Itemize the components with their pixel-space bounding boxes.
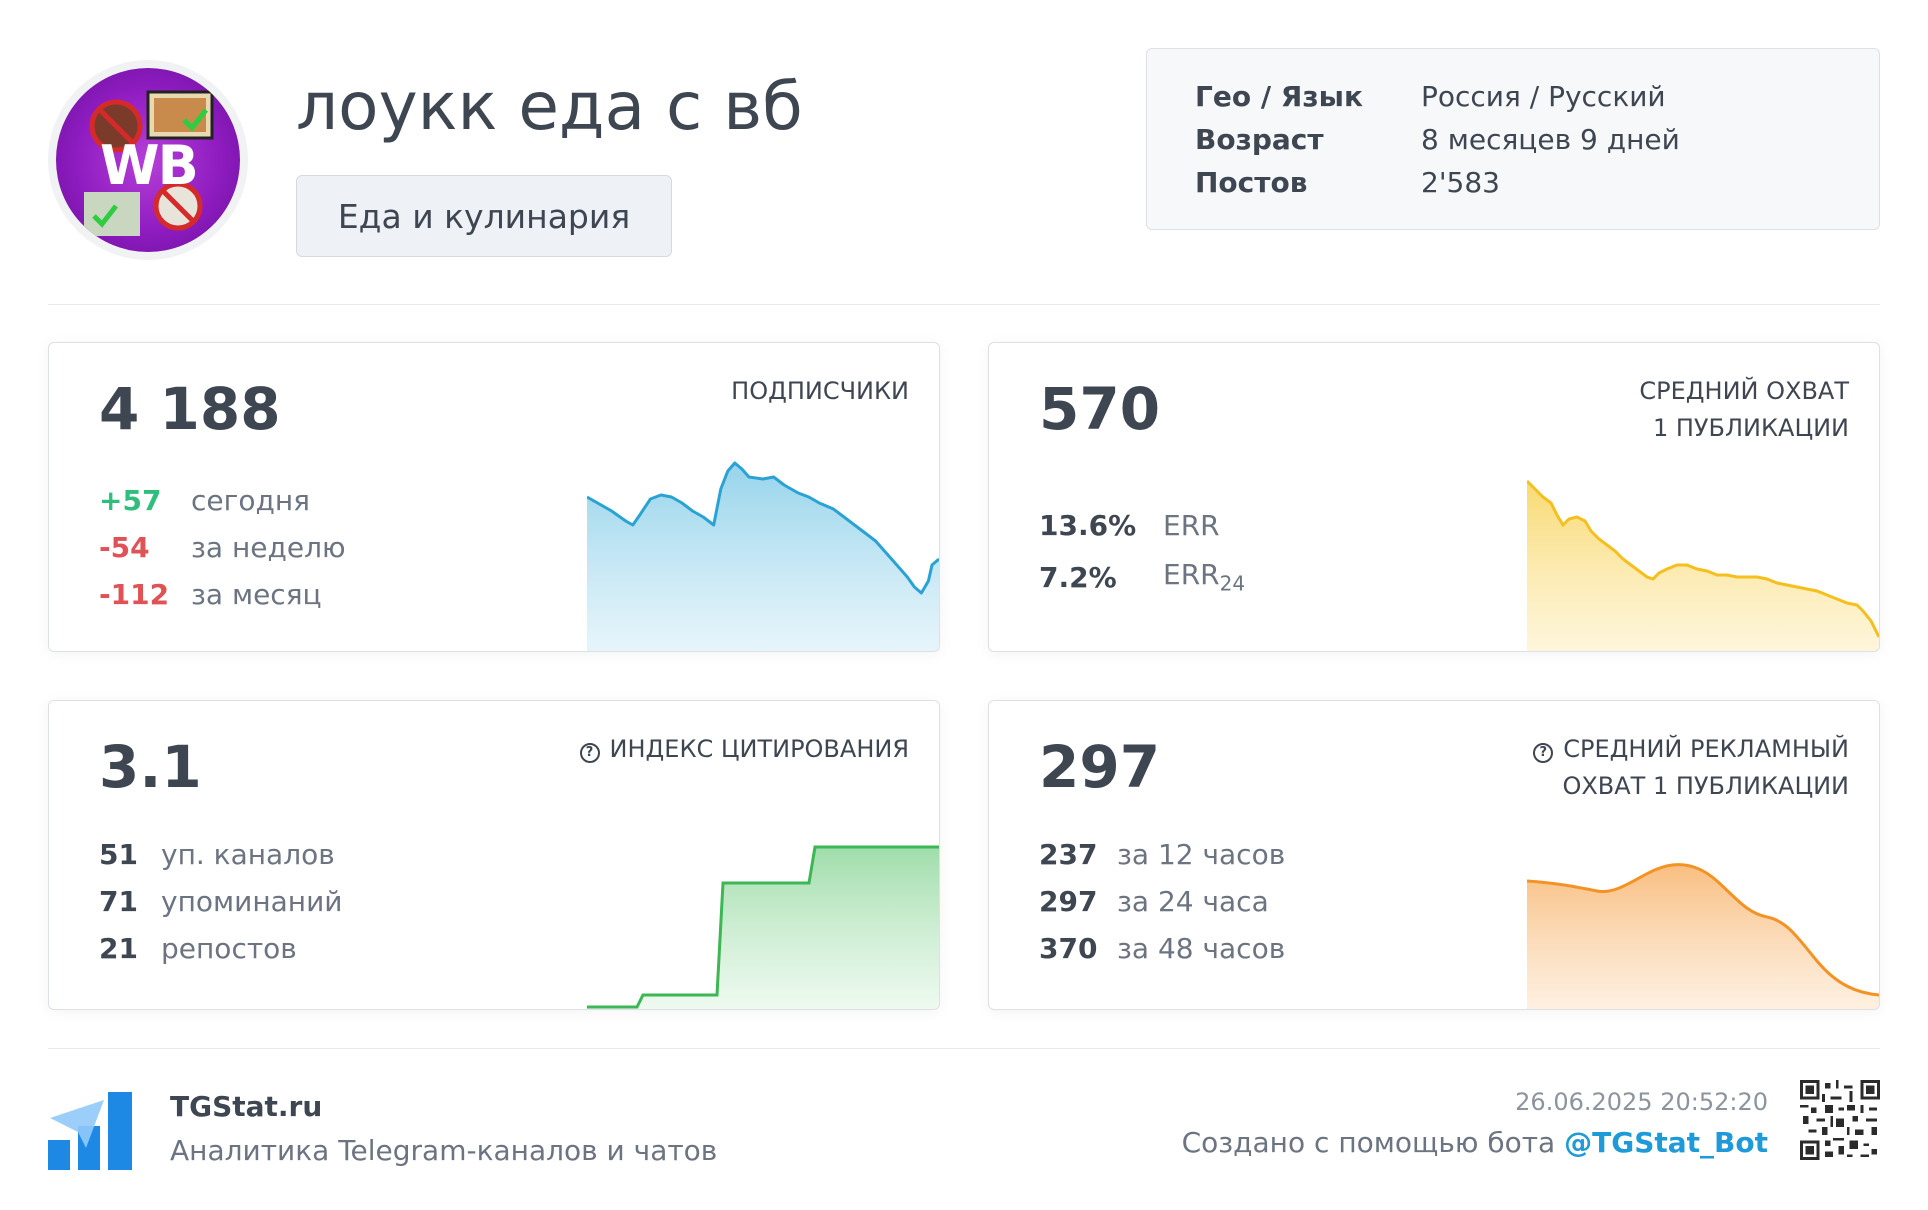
ad-reach-label-line2: ОХВАТ 1 ПУБЛИКАЦИИ	[1562, 772, 1849, 800]
citation-index-value: 3.1	[99, 733, 202, 801]
qr-code-icon[interactable]	[1800, 1080, 1880, 1160]
info-key: Возраст	[1195, 123, 1324, 156]
avatar-image: WB	[56, 68, 240, 252]
info-value: 2'583	[1421, 166, 1500, 199]
stat-text-sub: 24	[1219, 571, 1246, 596]
ad-reach-label-line1: ? СРЕДНИЙ РЕКЛАМНЫЙ	[1533, 731, 1849, 768]
help-icon[interactable]: ?	[579, 743, 600, 763]
citation-index-label: ? ИНДЕКС ЦИТИРОВАНИЯ	[579, 731, 909, 768]
info-row-age: Возраст 8 месяцев 9 дней	[1195, 118, 1879, 161]
info-row-geo: Гео / Язык Россия / Русский	[1195, 75, 1879, 118]
stat-text: репостов	[161, 932, 297, 965]
avatar-collage-icon	[84, 90, 214, 236]
subscribers-sparkline-line	[587, 441, 939, 651]
stat-24h: 297 за 24 часа	[1039, 878, 1285, 925]
tgstat-logo-icon[interactable]	[48, 1088, 132, 1170]
avg-reach-label: СРЕДНИЙ ОХВАТ 1 ПУБЛИКАЦИИ	[1639, 373, 1849, 447]
channel-info-box: Гео / Язык Россия / Русский Возраст 8 ме…	[1146, 48, 1880, 230]
channel-avatar: WB	[48, 60, 248, 260]
stat-number: 237	[1039, 838, 1098, 871]
stat-week: -54 за неделю	[99, 524, 346, 571]
subscribers-area	[587, 463, 939, 651]
stat-number: 71	[99, 885, 138, 918]
stat-text: за неделю	[191, 531, 346, 564]
stat-number: 13.6%	[1039, 508, 1137, 542]
subscribers-count: 4 188	[99, 375, 281, 443]
stat-month: -112 за месяц	[99, 571, 346, 618]
stat-text-main: ERR	[1163, 558, 1220, 592]
stat-text: ERR24	[1163, 558, 1245, 596]
stat-err24: 7.2% ERR24	[1039, 551, 1245, 603]
ad-reach-label: ? СРЕДНИЙ РЕКЛАМНЫЙ ОХВАТ 1 ПУБЛИКАЦИИ	[1533, 731, 1849, 805]
stat-text: уп. каналов	[161, 838, 335, 871]
subscribers-stats: +57 сегодня -54 за неделю -112 за месяц	[99, 477, 346, 618]
ad-reach-sparkline	[1527, 863, 1879, 1009]
channel-title: лоукк еда с вб	[296, 68, 803, 145]
created-by: Создано с помощью бота @TGStat_Bot	[1182, 1126, 1768, 1159]
ad-reach-stats: 237 за 12 часов 297 за 24 часа 370 за 48…	[1039, 831, 1285, 972]
stat-text: за 12 часов	[1117, 838, 1286, 871]
info-value: 8 месяцев 9 дней	[1421, 123, 1680, 156]
avg-reach-sparkline	[1527, 479, 1879, 651]
avg-reach-label-line1: СРЕДНИЙ ОХВАТ	[1639, 377, 1849, 405]
stat-text: за 24 часа	[1117, 885, 1269, 918]
info-key: Постов	[1195, 166, 1308, 199]
stat-number: 21	[99, 932, 138, 965]
subscribers-card[interactable]: 4 188 ПОДПИСЧИКИ +57 сегодня -54 за неде…	[48, 342, 940, 652]
stat-number: -54	[99, 531, 150, 564]
stat-number: 51	[99, 838, 138, 871]
stat-number: 297	[1039, 885, 1098, 918]
citation-index-card[interactable]: 3.1 ? ИНДЕКС ЦИТИРОВАНИЯ 51 уп. каналов 7…	[48, 700, 940, 1010]
stat-mentions: 71 упоминаний	[99, 878, 343, 925]
ad-reach-value: 297	[1039, 733, 1161, 801]
created-prefix: Создано с помощью бота	[1181, 1126, 1565, 1159]
stat-text: ERR	[1163, 508, 1220, 542]
stat-number: 370	[1039, 932, 1098, 965]
stat-err: 13.6% ERR	[1039, 499, 1245, 551]
ad-reach-card[interactable]: 297 ? СРЕДНИЙ РЕКЛАМНЫЙ ОХВАТ 1 ПУБЛИКАЦИ…	[988, 700, 1880, 1010]
stat-channels: 51 уп. каналов	[99, 831, 343, 878]
ad-reach-label-line1-text: СРЕДНИЙ РЕКЛАМНЫЙ	[1563, 735, 1849, 763]
subscribers-sparkline	[587, 461, 939, 651]
avg-reach-label-line2: 1 ПУБЛИКАЦИИ	[1652, 414, 1849, 442]
citation-index-label-text: ИНДЕКС ЦИТИРОВАНИЯ	[609, 735, 909, 763]
header-divider	[48, 304, 1880, 305]
stat-text: упоминаний	[161, 885, 343, 918]
report-timestamp: 26.06.2025 20:52:20	[1515, 1088, 1768, 1116]
help-icon[interactable]: ?	[1533, 743, 1554, 763]
stat-48h: 370 за 48 часов	[1039, 925, 1285, 972]
stat-text: за 48 часов	[1117, 932, 1286, 965]
avatar-wb-text: WB	[100, 134, 199, 197]
info-value: Россия / Русский	[1421, 80, 1666, 113]
stat-text: сегодня	[191, 484, 310, 517]
footer-divider	[48, 1048, 1880, 1049]
site-name[interactable]: TGStat.ru	[170, 1090, 323, 1123]
category-badge[interactable]: Еда и кулинария	[296, 175, 672, 257]
citation-stats: 51 уп. каналов 71 упоминаний 21 репостов	[99, 831, 343, 972]
stat-12h: 237 за 12 часов	[1039, 831, 1285, 878]
stat-number: -112	[99, 578, 170, 611]
stat-text: за месяц	[191, 578, 322, 611]
avg-reach-card[interactable]: 570 СРЕДНИЙ ОХВАТ 1 ПУБЛИКАЦИИ 13.6% ERR…	[988, 342, 1880, 652]
citation-index-sparkline	[587, 845, 939, 1009]
subscribers-label: ПОДПИСЧИКИ	[731, 377, 909, 405]
bot-link[interactable]: @TGStat_Bot	[1564, 1126, 1768, 1159]
subscribers-line	[587, 461, 939, 595]
stat-reposts: 21 репостов	[99, 925, 343, 972]
stat-number: 7.2%	[1039, 560, 1117, 594]
stat-today: +57 сегодня	[99, 477, 346, 524]
stat-number: +57	[99, 484, 162, 517]
site-tagline: Аналитика Telegram-каналов и чатов	[170, 1134, 718, 1167]
info-key: Гео / Язык	[1195, 80, 1363, 113]
info-row-posts: Постов 2'583	[1195, 161, 1879, 204]
reach-stats: 13.6% ERR 7.2% ERR24	[1039, 499, 1245, 603]
avg-reach-value: 570	[1039, 375, 1161, 443]
